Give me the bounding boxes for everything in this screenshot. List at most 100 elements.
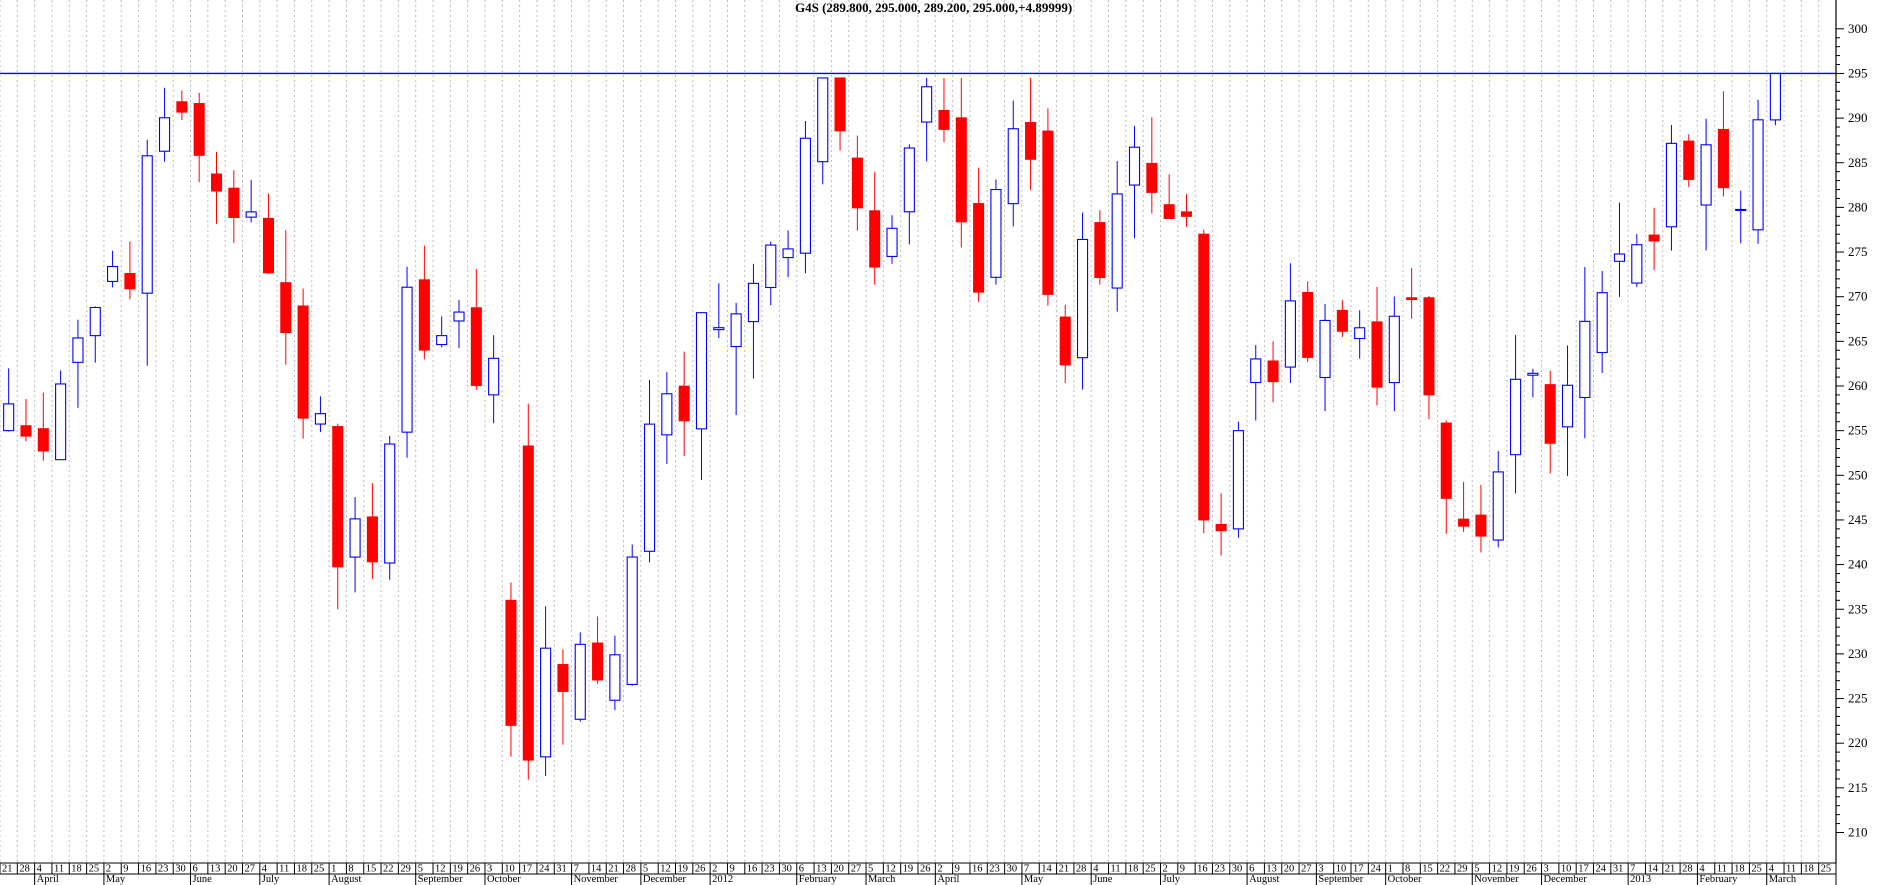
svg-text:February: February (799, 874, 838, 885)
svg-text:28: 28 (626, 864, 637, 875)
svg-text:26: 26 (695, 864, 706, 875)
svg-text:25: 25 (314, 864, 325, 875)
svg-text:13: 13 (210, 864, 221, 875)
svg-text:11: 11 (54, 864, 64, 875)
svg-text:16: 16 (1197, 864, 1208, 875)
svg-text:12: 12 (660, 864, 671, 875)
svg-text:225: 225 (1848, 691, 1868, 706)
svg-text:6: 6 (1249, 864, 1254, 875)
svg-text:March: March (868, 874, 896, 885)
svg-text:31: 31 (1613, 864, 1624, 875)
svg-text:October: October (1388, 874, 1422, 885)
svg-text:March: March (1769, 874, 1797, 885)
svg-text:October: October (487, 874, 521, 885)
svg-text:275: 275 (1848, 244, 1868, 259)
svg-text:6: 6 (799, 864, 804, 875)
svg-text:230: 230 (1848, 646, 1868, 661)
svg-text:255: 255 (1848, 423, 1868, 438)
svg-text:11: 11 (1717, 864, 1727, 875)
svg-text:10: 10 (504, 864, 515, 875)
svg-text:30: 30 (1007, 864, 1018, 875)
svg-text:10: 10 (1336, 864, 1347, 875)
svg-text:25: 25 (1821, 864, 1832, 875)
svg-text:295: 295 (1848, 65, 1868, 80)
svg-text:19: 19 (903, 864, 914, 875)
svg-text:270: 270 (1848, 289, 1868, 304)
svg-text:9: 9 (123, 864, 128, 875)
svg-text:September: September (418, 874, 463, 885)
svg-text:April: April (37, 874, 59, 885)
svg-text:16: 16 (747, 864, 758, 875)
svg-text:23: 23 (764, 864, 775, 875)
svg-text:26: 26 (470, 864, 481, 875)
svg-text:21: 21 (1665, 864, 1676, 875)
svg-text:265: 265 (1848, 333, 1868, 348)
svg-text:30: 30 (781, 864, 792, 875)
svg-text:5: 5 (1474, 864, 1479, 875)
svg-text:23: 23 (1214, 864, 1225, 875)
svg-text:2012: 2012 (712, 874, 733, 885)
svg-text:17: 17 (522, 864, 533, 875)
svg-text:3: 3 (1544, 864, 1549, 875)
svg-text:9: 9 (1180, 864, 1185, 875)
svg-text:4: 4 (1699, 864, 1705, 875)
svg-text:19: 19 (1509, 864, 1520, 875)
svg-text:17: 17 (1578, 864, 1589, 875)
svg-text:4: 4 (37, 864, 43, 875)
svg-text:August: August (331, 874, 361, 885)
svg-text:7: 7 (1024, 864, 1029, 875)
svg-text:April: April (937, 874, 959, 885)
svg-text:13: 13 (1266, 864, 1277, 875)
svg-text:1: 1 (1388, 864, 1393, 875)
svg-text:30: 30 (1232, 864, 1243, 875)
svg-text:20: 20 (833, 864, 844, 875)
svg-text:July: July (262, 874, 280, 885)
svg-text:1: 1 (331, 864, 336, 875)
svg-text:5: 5 (868, 864, 873, 875)
svg-text:2: 2 (1162, 864, 1167, 875)
svg-text:17: 17 (1353, 864, 1364, 875)
svg-text:12: 12 (1492, 864, 1503, 875)
svg-text:28: 28 (19, 864, 30, 875)
svg-text:245: 245 (1848, 512, 1868, 527)
svg-text:235: 235 (1848, 601, 1868, 616)
svg-text:27: 27 (1301, 864, 1312, 875)
svg-text:21: 21 (608, 864, 619, 875)
svg-text:240: 240 (1848, 557, 1868, 572)
svg-text:5: 5 (643, 864, 648, 875)
svg-text:25: 25 (1145, 864, 1156, 875)
svg-text:260: 260 (1848, 378, 1868, 393)
svg-text:27: 27 (851, 864, 862, 875)
svg-text:21: 21 (1059, 864, 1070, 875)
svg-text:27: 27 (244, 864, 255, 875)
svg-text:15: 15 (366, 864, 377, 875)
svg-text:3: 3 (487, 864, 492, 875)
svg-text:14: 14 (1041, 864, 1052, 875)
svg-text:2: 2 (106, 864, 111, 875)
svg-text:3: 3 (1318, 864, 1323, 875)
svg-text:9: 9 (955, 864, 960, 875)
svg-text:210: 210 (1848, 825, 1868, 840)
svg-text:10: 10 (1561, 864, 1572, 875)
svg-text:28: 28 (1682, 864, 1693, 875)
svg-text:2013: 2013 (1630, 874, 1651, 885)
svg-text:September: September (1318, 874, 1363, 885)
svg-text:4: 4 (1769, 864, 1775, 875)
svg-text:11: 11 (1111, 864, 1121, 875)
svg-text:250: 250 (1848, 467, 1868, 482)
svg-text:16: 16 (972, 864, 983, 875)
svg-text:29: 29 (400, 864, 411, 875)
svg-text:6: 6 (193, 864, 198, 875)
svg-text:May: May (1024, 874, 1044, 885)
svg-text:22: 22 (1440, 864, 1451, 875)
svg-text:18: 18 (296, 864, 307, 875)
svg-text:May: May (106, 874, 126, 885)
svg-text:18: 18 (1803, 864, 1814, 875)
svg-text:8: 8 (1405, 864, 1410, 875)
svg-text:23: 23 (989, 864, 1000, 875)
svg-text:8: 8 (348, 864, 353, 875)
svg-text:19: 19 (678, 864, 689, 875)
svg-text:12: 12 (885, 864, 896, 875)
svg-text:280: 280 (1848, 199, 1868, 214)
svg-text:20: 20 (227, 864, 238, 875)
